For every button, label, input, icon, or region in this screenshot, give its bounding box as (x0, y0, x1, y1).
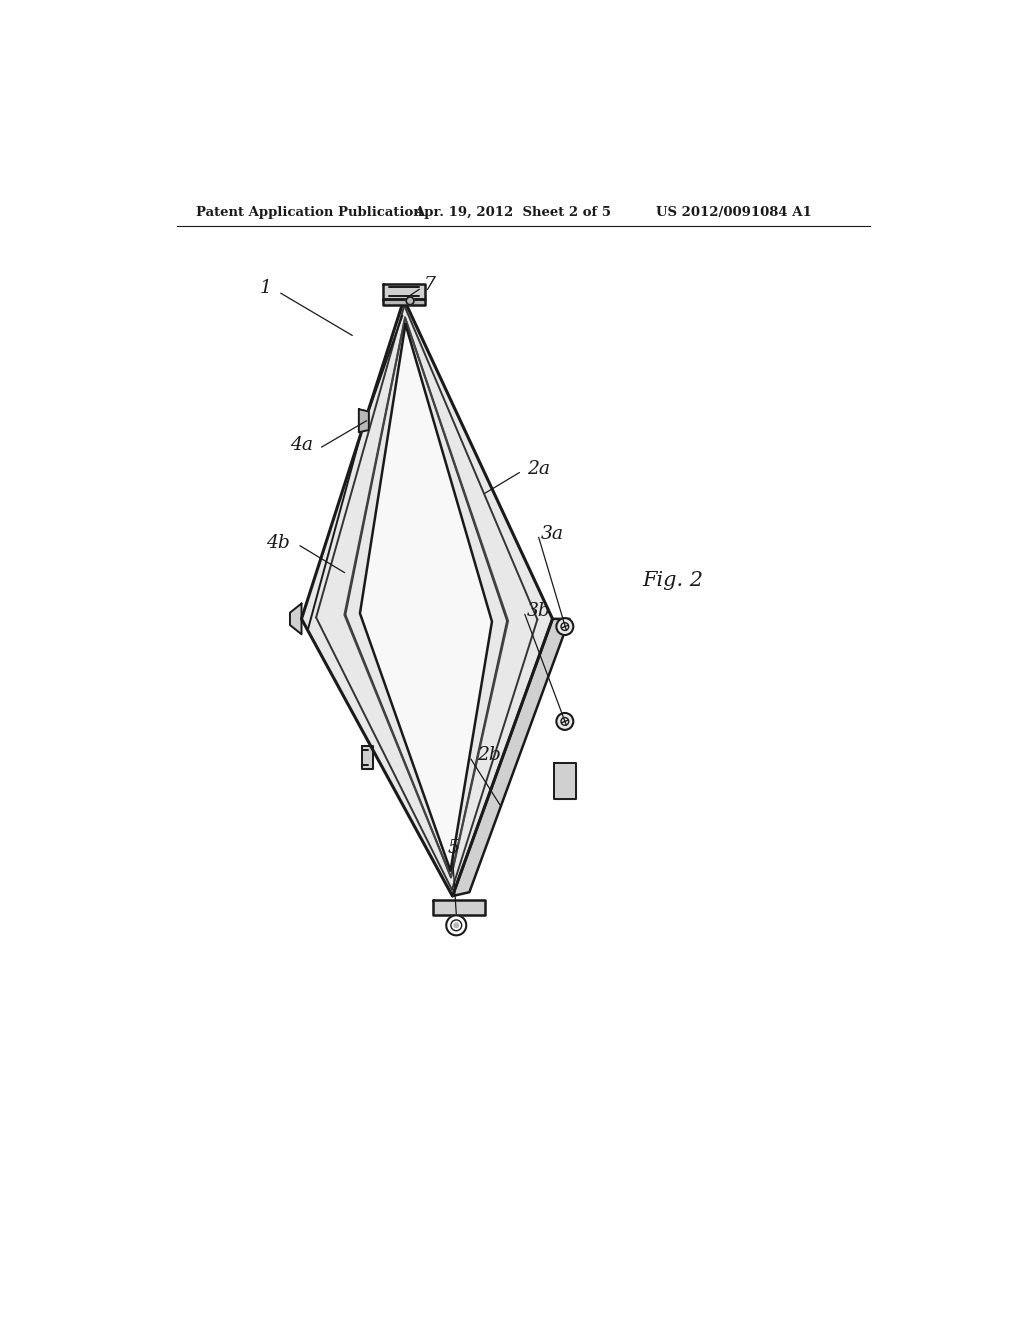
Polygon shape (403, 300, 553, 622)
Text: 7: 7 (423, 276, 435, 294)
Text: US 2012/0091084 A1: US 2012/0091084 A1 (656, 206, 812, 219)
Polygon shape (290, 603, 301, 635)
Polygon shape (301, 300, 406, 619)
Polygon shape (358, 409, 369, 432)
Text: Patent Application Publication: Patent Application Publication (196, 206, 423, 219)
Polygon shape (453, 619, 569, 896)
Polygon shape (451, 619, 553, 896)
Circle shape (407, 297, 414, 305)
Polygon shape (433, 900, 484, 915)
Circle shape (556, 713, 573, 730)
Circle shape (446, 915, 466, 936)
Polygon shape (383, 300, 425, 305)
Circle shape (556, 618, 573, 635)
Text: 1: 1 (259, 279, 271, 297)
Polygon shape (301, 614, 453, 896)
Text: 2a: 2a (527, 459, 550, 478)
Text: 5: 5 (449, 838, 460, 857)
Text: Apr. 19, 2012  Sheet 2 of 5: Apr. 19, 2012 Sheet 2 of 5 (414, 206, 611, 219)
Text: Fig. 2: Fig. 2 (643, 570, 703, 590)
Polygon shape (383, 284, 425, 300)
Polygon shape (554, 763, 575, 799)
Text: 2b: 2b (477, 746, 501, 764)
Circle shape (454, 923, 459, 928)
Text: 3b: 3b (526, 602, 551, 620)
Text: 4a: 4a (290, 436, 313, 454)
Polygon shape (360, 325, 492, 871)
Text: 4b: 4b (266, 535, 291, 552)
Polygon shape (361, 746, 373, 770)
Text: 3a: 3a (541, 525, 564, 543)
